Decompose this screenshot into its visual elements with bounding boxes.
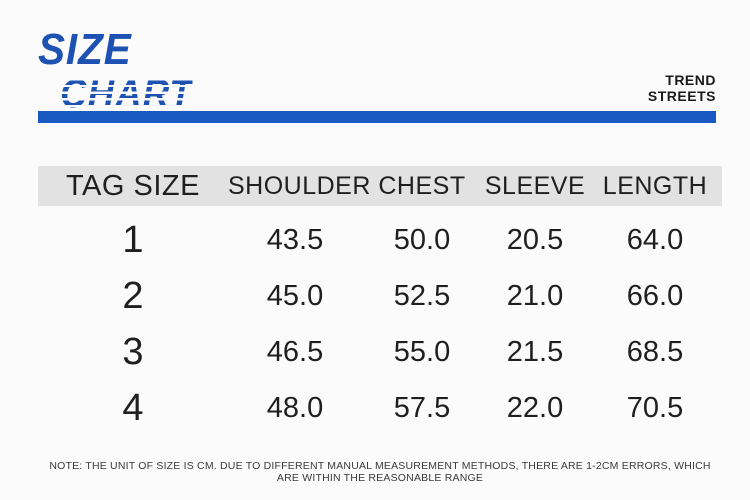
logo-size-text: SIZE — [38, 25, 132, 74]
cell-length: 66.0 — [626, 279, 684, 312]
cell-sleeve: 21.5 — [506, 335, 564, 368]
size-chart-logo: SIZE CHART — [38, 25, 193, 116]
cell-tag-size: 4 — [122, 386, 144, 429]
size-table-header-row: TAG SIZE SHOULDER CHEST SLEEVE LENGTH — [38, 166, 722, 206]
cell-chest: 52.5 — [393, 279, 451, 312]
header-length: LENGTH — [602, 171, 708, 200]
cell-chest: 57.5 — [393, 391, 451, 424]
cell-chest: 55.0 — [393, 335, 451, 368]
header-chest: CHEST — [378, 171, 466, 200]
table-row: 2 45.0 52.5 21.0 66.0 — [38, 268, 722, 324]
cell-sleeve: 22.0 — [506, 391, 564, 424]
header-sleeve: SLEEVE — [484, 171, 586, 200]
cell-length: 64.0 — [626, 223, 684, 256]
cell-tag-size: 1 — [122, 218, 144, 261]
table-row: 4 48.0 57.5 22.0 70.5 — [38, 380, 722, 436]
cell-shoulder: 45.0 — [266, 279, 324, 312]
table-row: 3 46.5 55.0 21.5 68.5 — [38, 324, 722, 380]
cell-tag-size: 3 — [122, 330, 144, 373]
table-row: 1 43.5 50.0 20.5 64.0 — [38, 212, 722, 268]
cell-tag-size: 2 — [122, 274, 144, 317]
blue-divider-bar — [38, 111, 716, 123]
size-table: TAG SIZE SHOULDER CHEST SLEEVE LENGTH 1 … — [38, 166, 722, 436]
cell-sleeve: 21.0 — [506, 279, 564, 312]
cell-length: 70.5 — [626, 391, 684, 424]
logo-chart-text: CHART — [60, 72, 193, 116]
brand-line-trend: TREND — [665, 72, 716, 88]
cell-shoulder: 48.0 — [266, 391, 324, 424]
cell-chest: 50.0 — [393, 223, 451, 256]
cell-shoulder: 43.5 — [266, 223, 324, 256]
brand-name: TREND STREETS — [648, 72, 716, 104]
cell-sleeve: 20.5 — [506, 223, 564, 256]
brand-line-streets: STREETS — [647, 88, 716, 104]
size-table-body: 1 43.5 50.0 20.5 64.0 2 45.0 52.5 21.0 6… — [38, 206, 722, 436]
cell-length: 68.5 — [626, 335, 684, 368]
cell-shoulder: 46.5 — [266, 335, 324, 368]
header-shoulder: SHOULDER — [228, 171, 371, 200]
header-tag-size: TAG SIZE — [66, 169, 200, 202]
measurement-note: NOTE: THE UNIT OF SIZE IS CM. DUE TO DIF… — [49, 460, 711, 484]
